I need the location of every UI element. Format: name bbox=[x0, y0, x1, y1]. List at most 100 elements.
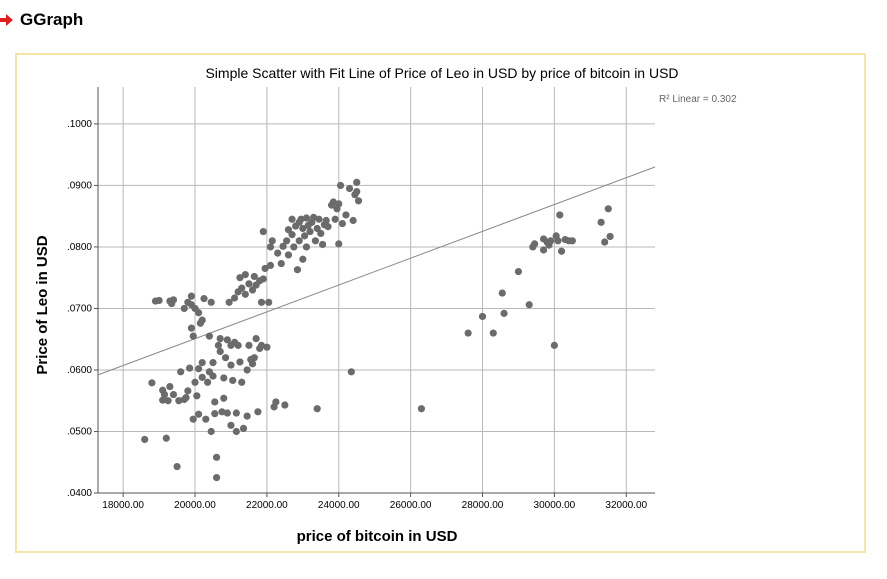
data-point bbox=[207, 427, 215, 436]
data-point bbox=[299, 255, 307, 263]
data-point bbox=[169, 296, 178, 304]
data-point bbox=[268, 237, 276, 245]
data-point bbox=[160, 390, 169, 399]
data-point bbox=[317, 229, 325, 238]
data-point bbox=[301, 232, 309, 240]
scatter-chart: Simple Scatter with Fit Line of Price of… bbox=[34, 65, 737, 545]
data-point bbox=[306, 227, 314, 236]
data-point bbox=[313, 405, 321, 413]
y-tick-label: .0900 bbox=[67, 180, 92, 191]
data-point bbox=[550, 341, 558, 349]
data-point bbox=[220, 394, 228, 402]
data-point bbox=[198, 373, 206, 381]
data-point bbox=[225, 298, 233, 306]
data-point bbox=[604, 205, 612, 213]
data-point bbox=[164, 397, 172, 405]
data-point bbox=[279, 242, 287, 250]
x-tick-label: 26000.00 bbox=[390, 500, 432, 511]
data-point bbox=[295, 237, 303, 245]
data-point bbox=[252, 334, 260, 343]
page-title: GGraph bbox=[20, 10, 84, 29]
data-point bbox=[223, 409, 231, 417]
data-point bbox=[148, 379, 156, 387]
data-point bbox=[557, 247, 566, 255]
data-point bbox=[335, 240, 343, 248]
data-point bbox=[284, 251, 293, 259]
y-axis-label: Price of Leo in USD bbox=[34, 235, 51, 374]
data-point bbox=[238, 284, 246, 292]
data-point bbox=[162, 434, 170, 442]
data-point bbox=[342, 211, 350, 219]
data-point bbox=[186, 364, 194, 372]
data-point bbox=[338, 219, 346, 228]
data-point bbox=[200, 295, 208, 303]
data-point bbox=[250, 272, 258, 281]
data-point bbox=[209, 372, 217, 380]
data-point bbox=[243, 412, 251, 420]
data-point bbox=[189, 415, 197, 423]
data-point bbox=[293, 266, 302, 274]
data-point bbox=[464, 329, 472, 337]
data-point bbox=[274, 249, 282, 257]
data-point bbox=[238, 378, 246, 386]
data-point bbox=[207, 298, 215, 306]
data-point bbox=[177, 368, 185, 376]
axes bbox=[94, 87, 655, 497]
data-point bbox=[349, 216, 357, 225]
data-point bbox=[417, 405, 426, 413]
data-point bbox=[198, 316, 206, 324]
data-point bbox=[211, 410, 219, 418]
data-point bbox=[248, 360, 257, 368]
data-point bbox=[211, 398, 219, 406]
data-point bbox=[259, 275, 267, 283]
y-tick-label: .0600 bbox=[67, 365, 92, 376]
data-point bbox=[354, 197, 363, 205]
y-tick-label: .0800 bbox=[67, 242, 92, 253]
data-point bbox=[336, 181, 345, 190]
data-point bbox=[514, 267, 523, 276]
data-point bbox=[198, 358, 206, 367]
data-point bbox=[193, 392, 201, 400]
data-point bbox=[568, 237, 576, 245]
data-point bbox=[236, 358, 244, 366]
chart-frame[interactable]: Simple Scatter with Fit Line of Price of… bbox=[15, 53, 866, 553]
data-points bbox=[141, 178, 614, 482]
data-point bbox=[318, 240, 327, 249]
x-tick-label: 24000.00 bbox=[318, 500, 360, 511]
data-point bbox=[606, 232, 614, 241]
data-point bbox=[189, 332, 197, 340]
data-point bbox=[315, 215, 323, 223]
data-point bbox=[478, 312, 487, 321]
data-point bbox=[166, 382, 174, 391]
data-point bbox=[266, 261, 275, 269]
fit-line bbox=[97, 166, 656, 376]
data-point bbox=[498, 289, 506, 297]
data-point bbox=[195, 365, 203, 373]
y-tick-label: .1000 bbox=[67, 119, 92, 130]
data-point bbox=[243, 366, 251, 374]
data-point bbox=[254, 408, 262, 416]
data-point bbox=[212, 453, 221, 461]
data-point bbox=[281, 401, 289, 409]
data-point bbox=[283, 237, 291, 245]
data-point bbox=[353, 187, 361, 196]
data-point bbox=[331, 215, 339, 223]
y-tick-label: .0500 bbox=[67, 426, 92, 437]
data-point bbox=[180, 304, 188, 313]
data-point bbox=[245, 341, 253, 349]
x-tick-label: 22000.00 bbox=[246, 500, 288, 511]
data-point bbox=[547, 237, 555, 245]
data-point bbox=[290, 243, 298, 251]
data-point bbox=[236, 274, 244, 282]
data-point bbox=[257, 298, 266, 306]
data-point bbox=[272, 398, 280, 406]
data-point bbox=[277, 259, 285, 268]
data-point bbox=[204, 378, 212, 386]
data-point bbox=[216, 347, 224, 356]
data-point bbox=[218, 408, 226, 416]
data-point bbox=[169, 390, 178, 399]
data-point bbox=[205, 332, 213, 340]
data-point bbox=[234, 341, 242, 349]
data-point bbox=[311, 237, 320, 245]
data-point bbox=[182, 394, 190, 402]
